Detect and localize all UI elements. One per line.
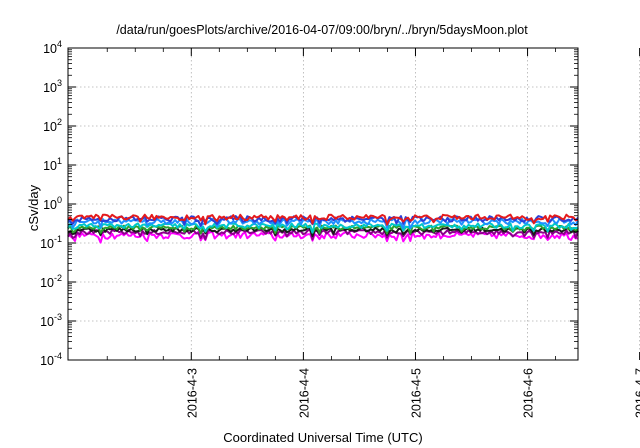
- x-tick-label: 2016-4-3: [185, 368, 199, 418]
- y-tick-label: 101: [43, 156, 62, 173]
- y-tick-label: 10-3: [40, 312, 62, 329]
- series-line: [67, 222, 579, 234]
- y-tick-label: 100: [43, 195, 62, 212]
- y-tick-label: 10-1: [40, 234, 62, 251]
- x-tick-label: 2016-4-6: [522, 368, 536, 418]
- series-group: [67, 213, 579, 244]
- y-axis-label: cSv/day: [26, 184, 41, 231]
- y-tick-label: 102: [43, 117, 62, 134]
- series-line: [67, 231, 579, 244]
- series-line: [67, 213, 579, 226]
- x-tick-label: 2016-4-7: [634, 368, 640, 418]
- ticks: [68, 47, 640, 361]
- x-axis-label: Coordinated Universal Time (UTC): [223, 430, 422, 445]
- x-tick-label: 2016-4-5: [409, 368, 423, 418]
- x-tick-label: 2016-4-4: [297, 368, 311, 418]
- y-tick-label: 10-2: [40, 273, 62, 290]
- x-tick-labels: 2016-4-3 2016-4-4 2016-4-5 2016-4-6 2016-4-7: [185, 368, 640, 418]
- y-tick-labels: 10-4 10-3 10-2 10-1 100 101 102 103 104: [40, 39, 62, 368]
- series-line: [67, 226, 579, 237]
- y-tick-label: 104: [43, 39, 62, 56]
- chart-title: /data/run/goesPlots/archive/2016-04-07/0…: [116, 23, 528, 37]
- grid: [68, 48, 640, 360]
- y-tick-label: 10-4: [40, 351, 62, 368]
- y-tick-label: 103: [43, 78, 62, 95]
